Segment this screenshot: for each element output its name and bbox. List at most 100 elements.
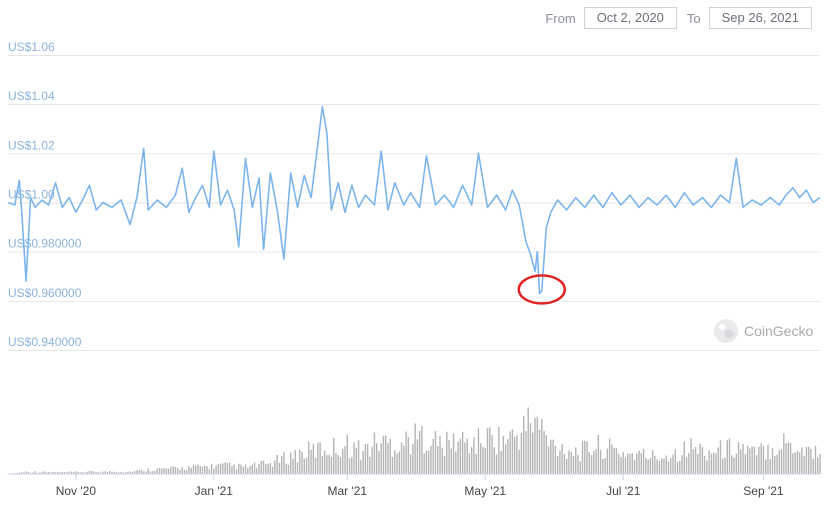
volume-bar xyxy=(814,445,817,474)
volume-bar xyxy=(251,464,253,474)
volume-bar xyxy=(688,452,690,474)
volume-bar xyxy=(25,471,27,474)
volume-bar xyxy=(491,434,493,474)
volume-bar xyxy=(366,444,369,474)
volume-bar xyxy=(403,445,405,474)
volume-bar xyxy=(299,449,301,474)
volume-bar xyxy=(753,446,756,474)
volume-bar xyxy=(654,455,656,474)
volume-bar xyxy=(260,461,263,474)
volume-bar xyxy=(38,472,41,474)
volume-bar xyxy=(455,451,457,474)
volume-bar xyxy=(249,465,251,474)
volume-bar xyxy=(163,468,165,474)
volume-bar xyxy=(679,461,681,474)
volume-bar xyxy=(593,451,595,474)
volume-bar xyxy=(638,450,640,474)
volume-bar xyxy=(174,467,177,474)
x-tick-label: May '21 xyxy=(464,484,506,498)
volume-bar xyxy=(640,453,643,474)
volume-bar xyxy=(532,432,534,474)
volume-bar xyxy=(208,469,211,474)
volume-bar xyxy=(81,472,84,474)
volume-bar xyxy=(746,445,749,474)
volume-bar xyxy=(817,457,819,474)
volume-bar xyxy=(425,450,428,474)
volume-bar xyxy=(502,435,505,474)
from-date-input[interactable]: Oct 2, 2020 xyxy=(583,7,677,29)
coingecko-logo: CoinGecko xyxy=(714,319,813,343)
volume-bar xyxy=(674,449,676,474)
volume-bar xyxy=(310,449,312,474)
volume-bar xyxy=(482,447,484,474)
volume-bar xyxy=(448,440,450,474)
volume-bar xyxy=(111,472,113,474)
volume-bar xyxy=(636,453,638,474)
volume-bar xyxy=(733,457,735,474)
volume-bar xyxy=(147,468,149,474)
volume-bar xyxy=(692,449,695,474)
volume-bar xyxy=(509,431,511,474)
volume-bar xyxy=(319,442,321,474)
volume-bar xyxy=(285,463,287,474)
volume-bar xyxy=(104,471,106,474)
price-line[interactable] xyxy=(7,105,821,295)
volume-bar xyxy=(683,441,685,474)
volume-bar xyxy=(776,454,778,474)
volume-bar xyxy=(568,450,570,474)
volume-bar xyxy=(68,471,70,474)
volume-bar xyxy=(649,458,652,474)
volume-bar xyxy=(660,458,663,474)
volume-bar xyxy=(749,448,751,474)
volume-bar xyxy=(466,438,468,474)
volume-bar xyxy=(181,467,183,474)
volume-bar xyxy=(615,448,618,474)
volume-bar xyxy=(23,472,25,474)
volume-bar xyxy=(760,443,762,474)
volume-bar xyxy=(412,444,414,474)
volume-bar xyxy=(258,463,260,474)
volume-bar xyxy=(407,437,410,474)
volume-bar xyxy=(93,471,95,474)
volume-bar xyxy=(57,472,59,474)
volume-bar xyxy=(414,423,416,474)
volume-bar xyxy=(102,471,104,474)
volume-bar xyxy=(468,453,471,474)
volume-bar xyxy=(215,465,217,474)
volume-bar xyxy=(34,471,36,474)
volume-bar xyxy=(418,430,421,474)
volume-bar xyxy=(480,443,482,474)
volume-bar xyxy=(253,462,256,474)
volume-bar xyxy=(642,448,645,474)
volume-bar xyxy=(590,455,593,474)
volume-bar xyxy=(348,458,351,474)
volume-bar xyxy=(731,455,733,474)
volume-bar xyxy=(380,443,382,474)
volume-bar xyxy=(400,442,403,474)
volume-bar xyxy=(192,464,195,474)
volume-bar xyxy=(457,441,459,474)
volume-bar xyxy=(152,471,154,474)
volume-bar xyxy=(43,471,45,474)
to-date-input[interactable]: Sep 26, 2021 xyxy=(708,7,812,29)
volume-bar xyxy=(140,469,143,474)
volume-bar xyxy=(561,443,563,474)
volume-bar xyxy=(247,467,249,474)
y-tick-label: US$0.940000 xyxy=(8,335,82,349)
volume-bar xyxy=(805,446,808,474)
volume-bar xyxy=(398,451,400,474)
volume-bar xyxy=(149,471,152,474)
volume-bar xyxy=(20,472,23,474)
volume-bar xyxy=(547,446,550,474)
volume-bar xyxy=(143,471,145,474)
volume-bar xyxy=(801,447,803,474)
volume-bar xyxy=(794,452,796,474)
volume-bar xyxy=(765,459,767,474)
volume-bar xyxy=(792,453,794,474)
volume-bar xyxy=(342,448,344,474)
volume-bar xyxy=(312,443,315,474)
volume-bar xyxy=(226,463,229,474)
volume-bar xyxy=(79,472,82,474)
volume-bar xyxy=(179,470,181,474)
